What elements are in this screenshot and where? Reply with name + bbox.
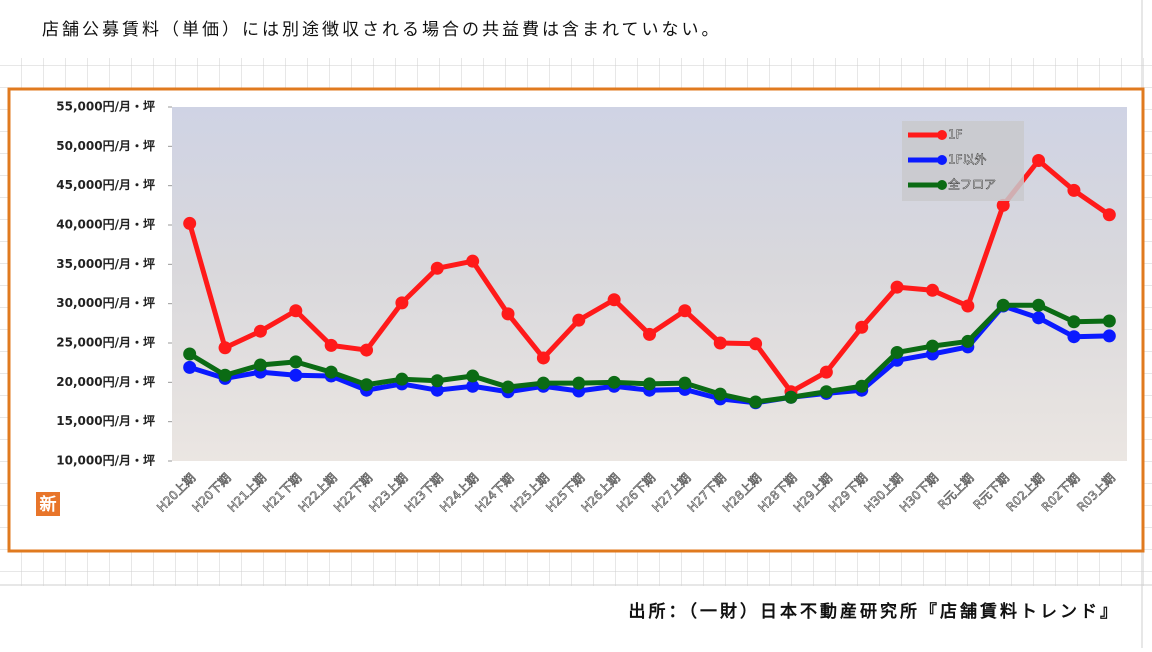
- data-point: [1067, 183, 1081, 197]
- data-point: [430, 383, 444, 397]
- data-point: [324, 365, 338, 379]
- data-point: [430, 374, 444, 388]
- header-band: [0, 0, 1152, 58]
- data-point: [1102, 329, 1116, 343]
- legend-marker: [937, 180, 947, 190]
- legend-marker: [937, 155, 947, 165]
- data-point: [183, 216, 197, 230]
- data-point: [925, 339, 939, 353]
- data-point: [395, 296, 409, 310]
- legend-label: 全フロア: [948, 177, 996, 192]
- data-point: [890, 345, 904, 359]
- data-point: [1032, 153, 1046, 167]
- footer-band: [0, 586, 1152, 648]
- data-point: [961, 299, 975, 313]
- y-tick-label: 25,000円/月・坪: [56, 336, 155, 350]
- data-point: [678, 376, 692, 390]
- data-point: [536, 376, 550, 390]
- data-point: [643, 377, 656, 391]
- data-point: [1032, 311, 1046, 325]
- y-tick-label: 40,000円/月・坪: [56, 218, 155, 232]
- data-point: [678, 304, 692, 318]
- data-point: [536, 351, 550, 365]
- data-point: [784, 390, 798, 404]
- data-point: [253, 324, 267, 338]
- data-point: [961, 334, 975, 348]
- header-note: 店舗公募賃料（単価）には別途徴収される場合の共益費は含まれていない。: [42, 20, 722, 40]
- data-point: [183, 360, 197, 374]
- logo: 新: [40, 494, 57, 515]
- y-tick-label: 35,000円/月・坪: [56, 257, 155, 271]
- y-tick-label: 45,000円/月・坪: [56, 178, 155, 192]
- data-point: [289, 304, 303, 318]
- data-point: [501, 380, 515, 394]
- data-point: [713, 387, 727, 401]
- data-point: [855, 320, 869, 334]
- data-point: [607, 375, 621, 389]
- data-point: [890, 280, 904, 294]
- data-point: [430, 261, 444, 275]
- data-point: [324, 338, 338, 352]
- data-point: [855, 379, 869, 393]
- data-point: [572, 376, 586, 390]
- logo-box: [36, 492, 60, 516]
- data-point: [819, 385, 833, 399]
- data-point: [253, 358, 267, 372]
- data-point: [1032, 298, 1046, 312]
- data-point: [183, 347, 197, 361]
- y-tick-label: 10,000円/月・坪: [56, 454, 155, 468]
- y-tick-label: 55,000円/月・坪: [56, 100, 155, 114]
- data-point: [643, 327, 656, 341]
- data-point: [607, 293, 621, 307]
- data-point: [289, 355, 303, 369]
- data-point: [466, 254, 480, 268]
- data-point: [996, 198, 1010, 212]
- data-point: [925, 283, 939, 297]
- data-point: [572, 313, 586, 327]
- data-point: [819, 365, 833, 379]
- y-tick-label: 30,000円/月・坪: [56, 296, 155, 310]
- data-point: [1067, 330, 1081, 344]
- y-tick-label: 50,000円/月・坪: [56, 139, 155, 153]
- legend-label: 1F以外: [948, 153, 987, 167]
- data-point: [360, 378, 374, 392]
- legend-label: 1F: [948, 128, 963, 142]
- data-point: [218, 341, 232, 355]
- data-point: [996, 298, 1010, 312]
- data-point: [218, 368, 232, 382]
- data-point: [395, 372, 409, 386]
- data-point: [749, 395, 763, 409]
- data-point: [749, 337, 763, 351]
- data-point: [501, 307, 515, 321]
- data-point: [1102, 314, 1116, 328]
- data-point: [466, 379, 480, 393]
- y-tick-label: 15,000円/月・坪: [56, 414, 155, 428]
- data-point: [466, 369, 480, 383]
- data-point: [360, 343, 374, 357]
- data-point: [713, 336, 727, 350]
- data-point: [289, 368, 303, 382]
- legend-marker: [937, 130, 947, 140]
- y-tick-label: 20,000円/月・坪: [56, 375, 155, 389]
- data-point: [1067, 315, 1081, 329]
- data-point: [1102, 208, 1116, 222]
- source-note: 出所：（一財）日本不動産研究所『店舗賃料トレンド』: [629, 601, 1121, 622]
